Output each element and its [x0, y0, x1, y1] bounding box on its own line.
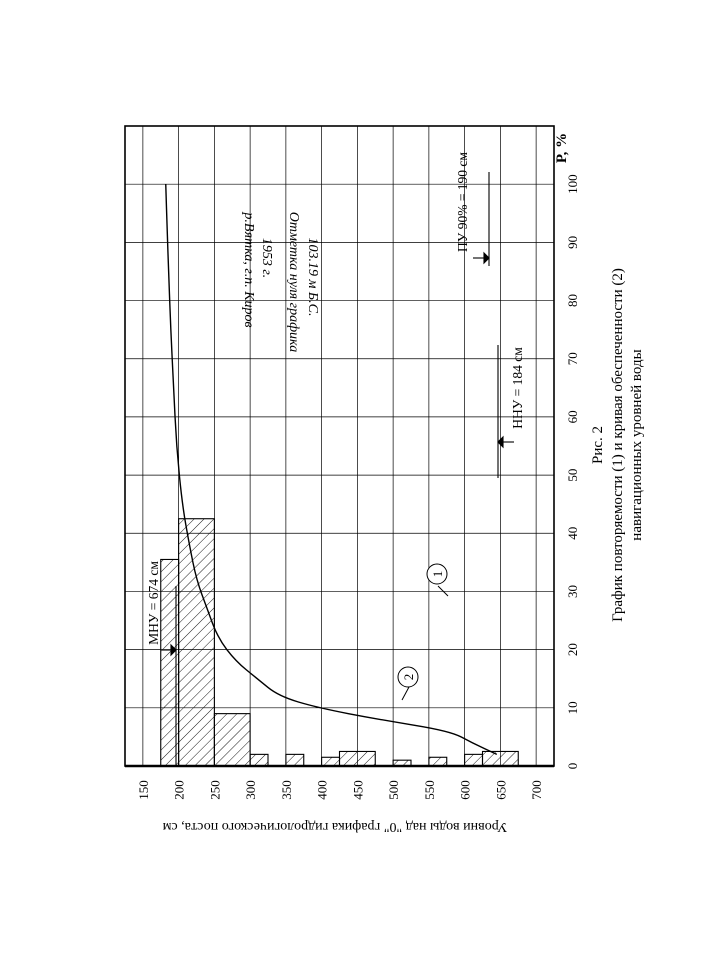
zero-value-label: 103.19 м Б.С.: [305, 237, 320, 316]
x-tick-label: 10: [565, 701, 580, 714]
marker-2-label: 2: [401, 674, 416, 681]
mnu-marker: [162, 586, 177, 766]
x-tick-label: 20: [565, 643, 580, 656]
histogram-bar: [392, 759, 412, 767]
nnu-marker: [497, 345, 514, 478]
y-tick-label: 250: [207, 780, 222, 800]
histogram-bar: [213, 713, 251, 767]
y-tick-label: 400: [315, 780, 330, 800]
pu-marker: [473, 172, 490, 266]
river-label: р.Вятка, г.п. Киров: [241, 211, 256, 327]
histogram: [160, 518, 519, 767]
histogram-bar: [178, 518, 215, 767]
exceedance-curve: [165, 184, 498, 755]
y-tick-label: 550: [422, 780, 437, 800]
mnu-label: МНУ = 674 см: [146, 561, 161, 645]
y-tick-label: 450: [350, 780, 365, 800]
y-tick-label: 500: [386, 780, 401, 800]
histogram-bar: [481, 750, 519, 767]
year-label: 1953 г.: [259, 238, 274, 278]
histogram-bar: [321, 756, 341, 767]
x-tick-label: 0: [565, 763, 580, 770]
x-tick-label: 90: [565, 236, 580, 249]
zero-label: Отметка нуля графика: [286, 212, 301, 353]
y-tick-label: 150: [136, 780, 151, 800]
marker-1-label: 1: [430, 571, 445, 578]
x-tick-label: 30: [565, 585, 580, 598]
x-axis-label: P, %: [554, 133, 570, 163]
x-tick-label: 40: [565, 527, 580, 540]
tick-labels: 150 200 250 300 350 400 450 500 550 600 650 7000102…: [136, 174, 580, 799]
marker-2: 2: [397, 666, 419, 701]
y-tick-label: 650: [493, 780, 508, 800]
histogram-bar: [464, 753, 484, 767]
y-tick-label: 200: [172, 780, 187, 800]
y-tick-label: 700: [529, 780, 544, 800]
x-tick-label: 50: [565, 469, 580, 482]
histogram-bar: [249, 753, 269, 767]
figure-caption-line2: навигационных уровней воды: [629, 349, 645, 540]
figure-number: Рис. 2: [590, 426, 606, 464]
x-tick-label: 100: [565, 174, 580, 194]
nnu-label: ННУ = 184 см: [510, 347, 525, 429]
x-tick-label: 80: [565, 294, 580, 307]
figure-caption-line1: График повторяемости (1) и кривая обеспе…: [610, 268, 626, 622]
histogram-bar: [428, 756, 448, 767]
pu-label: ПУ 90% = 190 см: [455, 152, 470, 252]
histogram-bar: [338, 750, 376, 767]
annotation-block: р.Вятка, г.п. Киров 1953 г. Отметка нуля…: [241, 211, 320, 352]
y-tick-label: 300: [243, 780, 258, 800]
x-tick-label: 70: [565, 352, 580, 365]
y-axis-label: Уровни воды над "0" графика гидрологичес…: [162, 819, 507, 834]
x-tick-label: 60: [565, 410, 580, 423]
y-tick-label: 350: [279, 780, 294, 800]
histogram-bar: [285, 753, 305, 767]
marker-1: 1: [426, 563, 449, 597]
y-tick-label: 600: [458, 780, 473, 800]
